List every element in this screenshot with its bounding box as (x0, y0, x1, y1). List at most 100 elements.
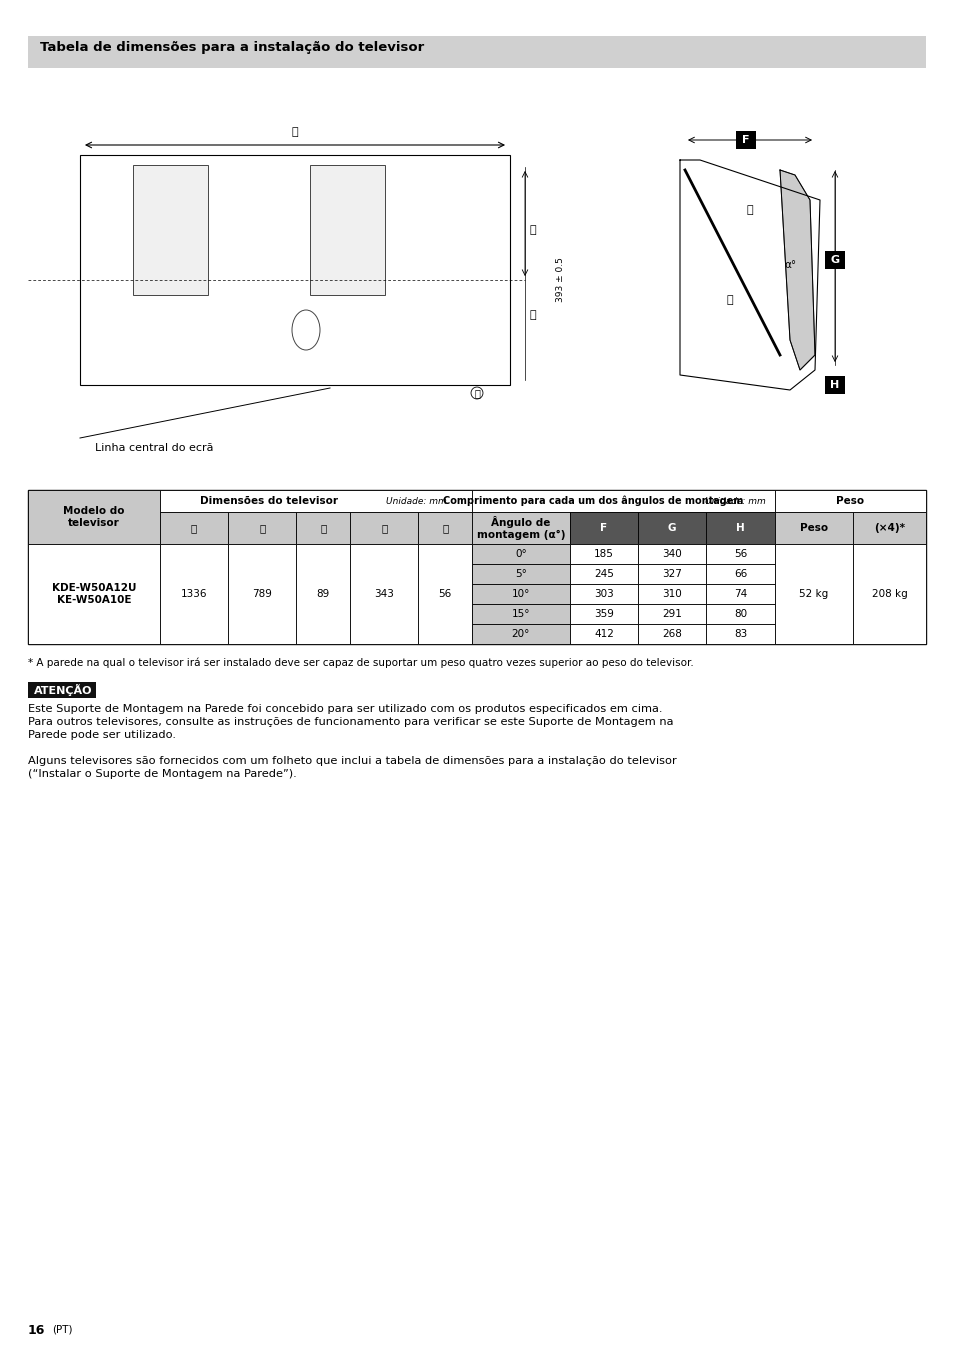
Text: * A parede na qual o televisor irá ser instalado deve ser capaz de suportar um p: * A parede na qual o televisor irá ser i… (28, 658, 693, 669)
Text: 340: 340 (661, 549, 681, 559)
Text: Ⓐ: Ⓐ (292, 127, 298, 136)
Bar (80, 155, 510, 385)
Text: Este Suporte de Montagem na Parede foi concebido para ser utilizado com os produ: Este Suporte de Montagem na Parede foi c… (28, 704, 673, 740)
Text: 412: 412 (594, 630, 613, 639)
Text: Tabela de dimensões para a instalação do televisor: Tabela de dimensões para a instalação do… (40, 42, 424, 54)
FancyBboxPatch shape (28, 682, 96, 698)
Text: Ângulo de
montagem (α°): Ângulo de montagem (α°) (476, 516, 564, 540)
Text: H: H (736, 523, 744, 534)
Text: Linha central do ecrã: Linha central do ecrã (95, 443, 213, 453)
FancyBboxPatch shape (824, 376, 844, 394)
Bar (774, 490, 925, 512)
Text: Unidade: mm: Unidade: mm (385, 497, 446, 505)
Bar (228, 544, 296, 644)
Bar (569, 563, 638, 584)
Bar (569, 604, 638, 624)
Text: ⓓ: ⓓ (381, 523, 387, 534)
Text: Ⓐ: Ⓐ (191, 523, 197, 534)
Text: Alguns televisores são fornecidos com um folheto que inclui a tabela de dimensõe: Alguns televisores são fornecidos com um… (28, 757, 676, 780)
Text: 1336: 1336 (180, 589, 207, 598)
Bar (638, 544, 705, 563)
Bar (638, 563, 705, 584)
Bar (228, 512, 296, 544)
Text: 83: 83 (733, 630, 746, 639)
Bar (350, 544, 418, 644)
Bar (159, 490, 472, 512)
Bar (852, 544, 925, 644)
Bar (774, 544, 852, 644)
Bar (569, 544, 638, 563)
Bar (159, 512, 228, 544)
Text: G: G (667, 523, 676, 534)
Text: F: F (599, 523, 607, 534)
Text: 20°: 20° (511, 630, 530, 639)
Bar (852, 512, 925, 544)
Bar (28, 544, 159, 644)
Bar (132, 165, 208, 295)
Text: α°: α° (783, 259, 795, 270)
Text: Ⓔ: Ⓔ (474, 388, 479, 399)
Text: 89: 89 (316, 589, 330, 598)
Bar (472, 624, 569, 644)
Text: (PT): (PT) (52, 1325, 72, 1335)
Text: 789: 789 (252, 589, 272, 598)
Text: 52 kg: 52 kg (799, 589, 827, 598)
Bar (28, 490, 925, 644)
Text: Ⓒ: Ⓒ (746, 205, 753, 215)
Bar (310, 165, 385, 295)
Bar (638, 584, 705, 604)
Bar (159, 544, 228, 644)
Bar (705, 624, 774, 644)
Text: F: F (741, 135, 749, 145)
Text: Ⓔ: Ⓔ (441, 523, 448, 534)
Bar (705, 512, 774, 544)
Bar (472, 563, 569, 584)
Text: 56: 56 (438, 589, 452, 598)
Text: Ⓒ: Ⓒ (320, 523, 326, 534)
Bar (472, 584, 569, 604)
Text: 10°: 10° (511, 589, 530, 598)
Bar (569, 624, 638, 644)
Bar (296, 512, 350, 544)
Text: Ⓑ: Ⓑ (259, 523, 265, 534)
Text: 0°: 0° (515, 549, 526, 559)
Text: ⓓ: ⓓ (530, 309, 536, 320)
Text: Ⓑ: Ⓑ (530, 226, 536, 235)
Text: 303: 303 (594, 589, 613, 598)
Text: 393 ± 0.5: 393 ± 0.5 (556, 258, 565, 303)
Bar (418, 512, 472, 544)
Text: Ⓑ: Ⓑ (726, 295, 733, 305)
Bar (638, 604, 705, 624)
Text: ATENÇÃO: ATENÇÃO (34, 684, 92, 696)
Bar (569, 584, 638, 604)
Text: Peso: Peso (799, 523, 827, 534)
Text: KDE-W50A12U
KE-W50A10E: KDE-W50A12U KE-W50A10E (51, 584, 136, 605)
Text: G: G (829, 255, 839, 265)
Text: 80: 80 (733, 609, 746, 619)
Bar (569, 512, 638, 544)
Text: Comprimento para cada um dos ângulos de montagem: Comprimento para cada um dos ângulos de … (442, 496, 742, 507)
Bar (472, 490, 774, 512)
FancyBboxPatch shape (28, 36, 925, 68)
Text: Peso: Peso (836, 496, 863, 507)
FancyBboxPatch shape (824, 251, 844, 269)
Bar (472, 604, 569, 624)
Text: Unidade: mm: Unidade: mm (704, 497, 765, 505)
Polygon shape (780, 170, 814, 370)
Bar (705, 563, 774, 584)
Bar (472, 544, 569, 563)
Text: 343: 343 (374, 589, 394, 598)
Bar (774, 512, 852, 544)
Text: 208 kg: 208 kg (871, 589, 906, 598)
Text: 245: 245 (594, 569, 613, 580)
Text: H: H (829, 380, 839, 390)
Text: 327: 327 (661, 569, 681, 580)
Text: 185: 185 (594, 549, 613, 559)
Text: 268: 268 (661, 630, 681, 639)
Bar (350, 512, 418, 544)
Bar (705, 604, 774, 624)
Text: 15°: 15° (511, 609, 530, 619)
Text: Modelo do
televisor: Modelo do televisor (63, 507, 125, 528)
Bar (638, 624, 705, 644)
Text: 56: 56 (733, 549, 746, 559)
